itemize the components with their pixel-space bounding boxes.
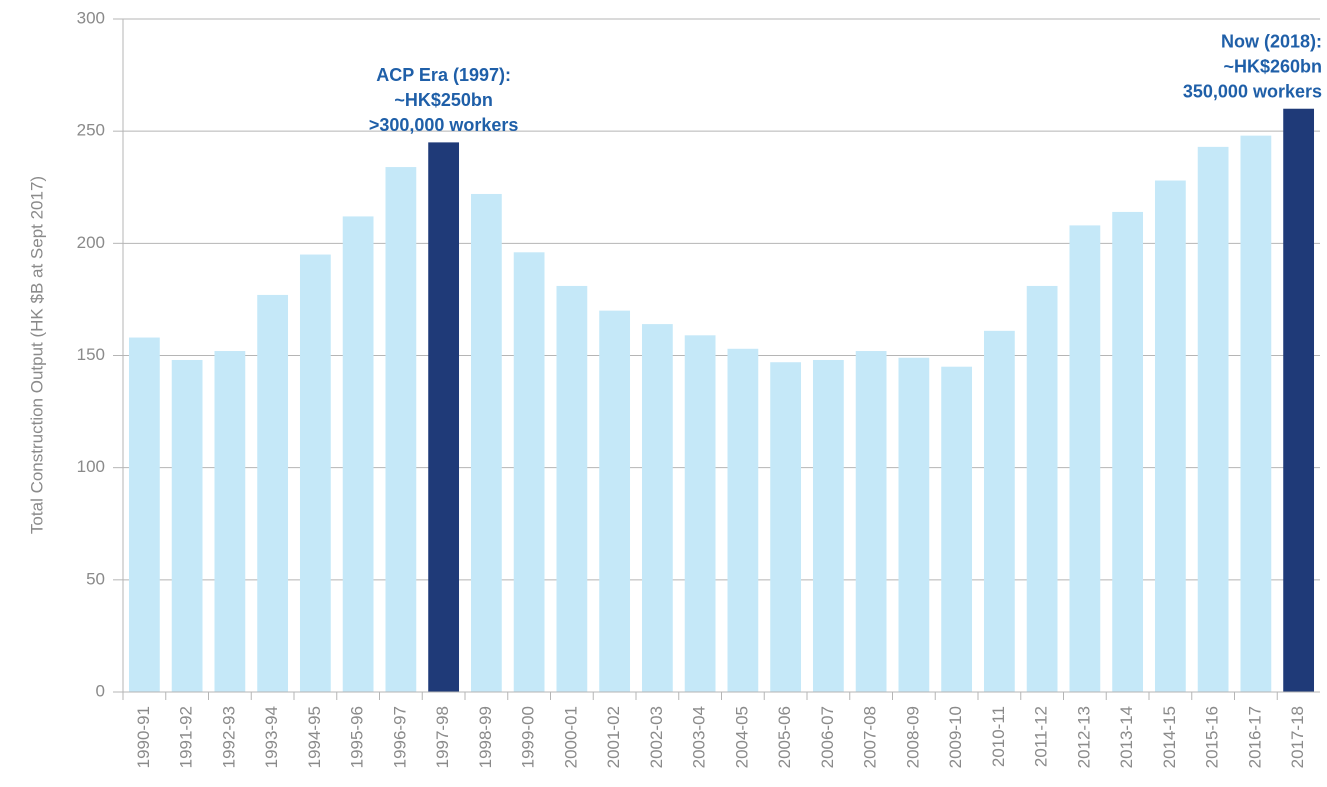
x-tick-label: 2007-08 — [861, 706, 880, 768]
bar — [1112, 211, 1144, 692]
x-tick-label: 2010-11 — [989, 706, 1008, 767]
x-tick-label: 2006-07 — [818, 706, 837, 768]
x-tick-label: 1994-95 — [305, 706, 324, 768]
bar — [641, 324, 673, 692]
y-tick-label: 200 — [77, 233, 105, 252]
bar — [428, 142, 460, 693]
x-tick-label: 2002-03 — [647, 706, 666, 768]
x-tick-label: 1992-93 — [219, 706, 238, 768]
x-tick-label: 2017-18 — [1288, 706, 1307, 768]
bar — [1240, 135, 1272, 693]
x-tick-label: 1998-99 — [476, 706, 495, 768]
y-tick-label: 100 — [77, 457, 105, 476]
x-tick-label: 1996-97 — [390, 706, 409, 768]
bar — [684, 335, 716, 692]
y-tick-label: 300 — [77, 8, 105, 27]
bar — [941, 366, 973, 692]
bar — [727, 348, 759, 692]
x-tick-label: 1990-91 — [134, 706, 153, 768]
x-tick-label: 2011-12 — [1032, 706, 1051, 767]
annotation: ~HK$260bn — [1223, 56, 1322, 76]
bar — [470, 193, 502, 693]
bar — [513, 252, 545, 692]
annotation: Now (2018): — [1221, 31, 1322, 51]
x-tick-label: 2001-02 — [604, 706, 623, 768]
x-tick-label: 2000-01 — [561, 706, 580, 768]
x-tick-label: 1993-94 — [262, 706, 281, 768]
x-tick-label: 2005-06 — [775, 706, 794, 768]
bar — [855, 351, 887, 692]
bar — [385, 167, 417, 692]
x-tick-label: 2008-09 — [903, 706, 922, 768]
bar — [128, 337, 160, 692]
bar — [1026, 285, 1058, 692]
bar — [599, 310, 631, 692]
x-tick-label: 2003-04 — [690, 706, 709, 768]
bar — [1154, 180, 1186, 692]
y-tick-label: 0 — [96, 681, 105, 700]
x-tick-label: 2013-14 — [1117, 706, 1136, 768]
x-tick-label: 1991-92 — [177, 706, 196, 768]
bar — [898, 357, 930, 692]
bar — [556, 285, 588, 692]
x-tick-label: 2016-17 — [1245, 706, 1264, 768]
x-tick-label: 2012-13 — [1074, 706, 1093, 768]
annotation: ~HK$250bn — [394, 90, 493, 110]
bar — [342, 216, 374, 692]
annotation: ACP Era (1997): — [376, 65, 511, 85]
bar — [770, 362, 802, 692]
bar — [214, 351, 246, 692]
x-tick-label: 1999-00 — [519, 706, 538, 768]
x-tick-label: 1997-98 — [433, 706, 452, 768]
x-tick-label: 2014-15 — [1160, 706, 1179, 768]
bar — [299, 254, 331, 693]
bar — [257, 294, 289, 692]
annotation: 350,000 workers — [1183, 81, 1322, 101]
x-tick-label: 1995-96 — [348, 706, 367, 768]
bar — [1283, 108, 1315, 692]
y-axis-label: Total Construction Output (HK $B at Sept… — [27, 176, 46, 534]
bar — [1069, 225, 1101, 693]
y-tick-label: 50 — [86, 569, 105, 588]
x-tick-label: 2015-16 — [1203, 706, 1222, 768]
y-tick-label: 150 — [77, 345, 105, 364]
bar — [171, 359, 203, 692]
bar — [983, 330, 1015, 692]
x-tick-label: 2009-10 — [946, 706, 965, 768]
x-tick-label: 2004-05 — [732, 706, 751, 768]
bar — [1197, 146, 1229, 692]
y-tick-label: 250 — [77, 121, 105, 140]
annotation: >300,000 workers — [369, 115, 519, 135]
bar — [812, 359, 844, 692]
